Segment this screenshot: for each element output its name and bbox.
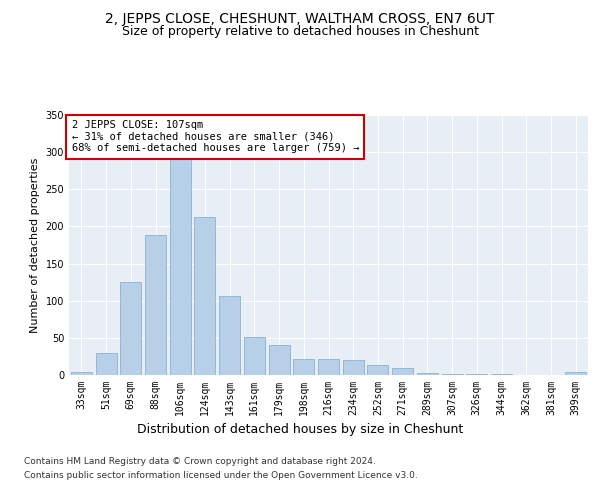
Bar (565, 372, 586, 375)
Bar (491, 374, 512, 375)
Bar (170, 156, 191, 375)
Text: Distribution of detached houses by size in Cheshunt: Distribution of detached houses by size … (137, 422, 463, 436)
Bar (293, 358, 314, 375)
Text: Contains public sector information licensed under the Open Government Licence v3: Contains public sector information licen… (24, 471, 418, 480)
Bar (120, 282, 141, 375)
Bar (219, 296, 240, 375)
Text: 2, JEPPS CLOSE, CHESHUNT, WALTHAM CROSS, EN7 6UT: 2, JEPPS CLOSE, CHESHUNT, WALTHAM CROSS,… (106, 12, 494, 26)
Y-axis label: Number of detached properties: Number of detached properties (30, 158, 40, 332)
Bar (318, 360, 339, 375)
Bar (417, 373, 438, 375)
Bar (269, 344, 290, 375)
Bar (442, 374, 463, 375)
Bar (71, 372, 92, 375)
Text: 2 JEPPS CLOSE: 107sqm
← 31% of detached houses are smaller (346)
68% of semi-det: 2 JEPPS CLOSE: 107sqm ← 31% of detached … (71, 120, 359, 154)
Bar (367, 364, 388, 375)
Bar (343, 360, 364, 375)
Bar (466, 374, 487, 375)
Text: Size of property relative to detached houses in Cheshunt: Size of property relative to detached ho… (121, 25, 479, 38)
Bar (95, 352, 116, 375)
Bar (145, 236, 166, 375)
Bar (194, 217, 215, 375)
Bar (392, 368, 413, 375)
Bar (244, 337, 265, 375)
Text: Contains HM Land Registry data © Crown copyright and database right 2024.: Contains HM Land Registry data © Crown c… (24, 458, 376, 466)
